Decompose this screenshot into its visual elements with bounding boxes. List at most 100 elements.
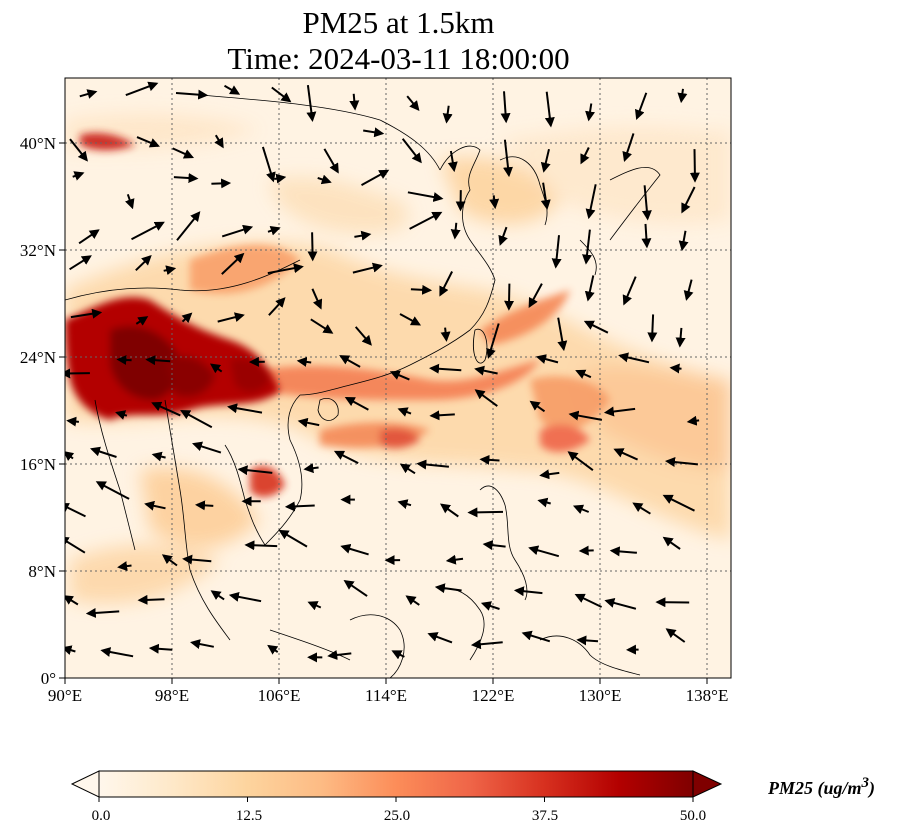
wind-arrow — [115, 410, 128, 420]
wind-arrow — [439, 503, 459, 518]
wind-arrow — [391, 650, 405, 660]
wind-arrow — [137, 594, 165, 605]
wind-arrow — [244, 540, 278, 551]
wind-arrow — [397, 407, 412, 417]
wind-arrow — [603, 406, 636, 417]
wind-arrow — [399, 463, 416, 475]
wind-arrow — [323, 148, 339, 174]
wind-arrow — [662, 536, 681, 550]
wind-arrow — [327, 650, 352, 660]
wind-arrow — [641, 223, 652, 249]
wind-arrow — [486, 323, 500, 359]
wind-arrow — [583, 320, 609, 334]
wind-arrow — [535, 354, 559, 364]
wind-arrow — [529, 400, 546, 413]
wind-arrow — [311, 288, 323, 310]
wind-arrow — [79, 89, 98, 99]
wind-arrow — [585, 103, 595, 122]
colorbar-tick-label: 0.0 — [92, 808, 111, 824]
wind-arrow — [689, 149, 700, 183]
wind-arrow — [221, 252, 245, 275]
wind-arrow — [574, 593, 603, 608]
wind-arrow — [163, 265, 177, 276]
wind-arrow — [125, 81, 159, 97]
wind-arrow — [470, 639, 503, 650]
wind-arrow — [399, 313, 422, 326]
wind-arrow — [65, 536, 86, 554]
wind-arrow — [306, 84, 317, 122]
wind-arrow — [69, 255, 92, 271]
wind-arrow — [467, 507, 504, 518]
colorbar-tick-label: 50.0 — [680, 808, 706, 824]
colorbar-label: PM25 (ug/m3) — [768, 775, 876, 798]
wind-arrow — [442, 105, 453, 124]
wind-arrow — [161, 554, 178, 567]
wind-arrow — [604, 598, 637, 610]
wind-vectors — [65, 81, 700, 663]
wind-arrow — [176, 211, 201, 241]
wind-arrow — [354, 326, 372, 346]
wind-arrow — [310, 318, 334, 334]
lon-tick-label: 122°E — [472, 686, 515, 705]
wind-arrow — [361, 169, 390, 186]
wind-arrow — [181, 312, 193, 323]
wind-arrow — [182, 554, 212, 565]
wind-arrow — [72, 171, 85, 181]
lon-tick-label: 90°E — [48, 686, 82, 705]
wind-arrow — [479, 454, 500, 465]
wind-arrow — [410, 284, 433, 295]
lon-tick-label: 106°E — [258, 686, 301, 705]
wind-arrow — [504, 283, 515, 311]
wind-arrow — [100, 647, 134, 658]
wind-arrow — [572, 504, 590, 515]
wind-arrow — [267, 263, 304, 275]
wind-arrow — [340, 544, 369, 556]
lat-tick-label: 24°N — [20, 348, 56, 367]
wind-arrow — [575, 369, 592, 379]
wind-arrow — [678, 230, 689, 252]
wind-arrow — [580, 147, 590, 165]
wind-arrow — [409, 211, 443, 230]
wind-arrow — [669, 363, 682, 374]
wind-arrow — [576, 635, 599, 646]
wind-arrow — [447, 150, 458, 173]
wind-arrow — [352, 262, 383, 274]
wind-arrow — [686, 415, 700, 426]
wind-arrow — [136, 136, 160, 148]
wind-arrow — [434, 583, 462, 594]
lat-tick-label: 0° — [41, 669, 56, 688]
lon-tick-label: 98°E — [155, 686, 189, 705]
wind-arrow — [224, 84, 241, 95]
wind-arrow — [677, 88, 688, 104]
wind-arrow — [647, 314, 658, 343]
wind-arrow — [296, 356, 312, 367]
wind-arrow — [480, 601, 500, 611]
wind-arrow — [429, 410, 455, 421]
wind-arrow — [539, 469, 560, 480]
wind-arrow — [175, 89, 209, 100]
map-title: PM25 at 1.5km — [302, 5, 495, 40]
wind-arrow — [489, 195, 500, 210]
lat-tick-label: 8°N — [28, 562, 56, 581]
wind-arrow — [568, 410, 603, 421]
wind-arrow — [344, 396, 369, 411]
wind-arrow — [632, 502, 651, 515]
wind-arrow — [95, 481, 130, 500]
wind-arrow — [567, 451, 594, 472]
wind-arrow — [144, 500, 166, 511]
wind-arrow — [278, 529, 308, 548]
wind-arrow — [317, 174, 332, 185]
wind-arrow — [148, 643, 173, 654]
wind-arrow — [145, 355, 171, 366]
wind-arrow — [609, 546, 637, 557]
wind-arrow — [585, 184, 597, 220]
wind-arrow — [173, 173, 199, 183]
wind-arrow — [135, 316, 149, 326]
lat-tick-label: 32°N — [20, 241, 56, 260]
wind-arrow — [65, 450, 75, 462]
wind-arrow — [450, 222, 461, 240]
wind-arrow — [544, 91, 555, 128]
wind-arrow — [271, 86, 292, 103]
wind-arrow — [151, 451, 166, 462]
